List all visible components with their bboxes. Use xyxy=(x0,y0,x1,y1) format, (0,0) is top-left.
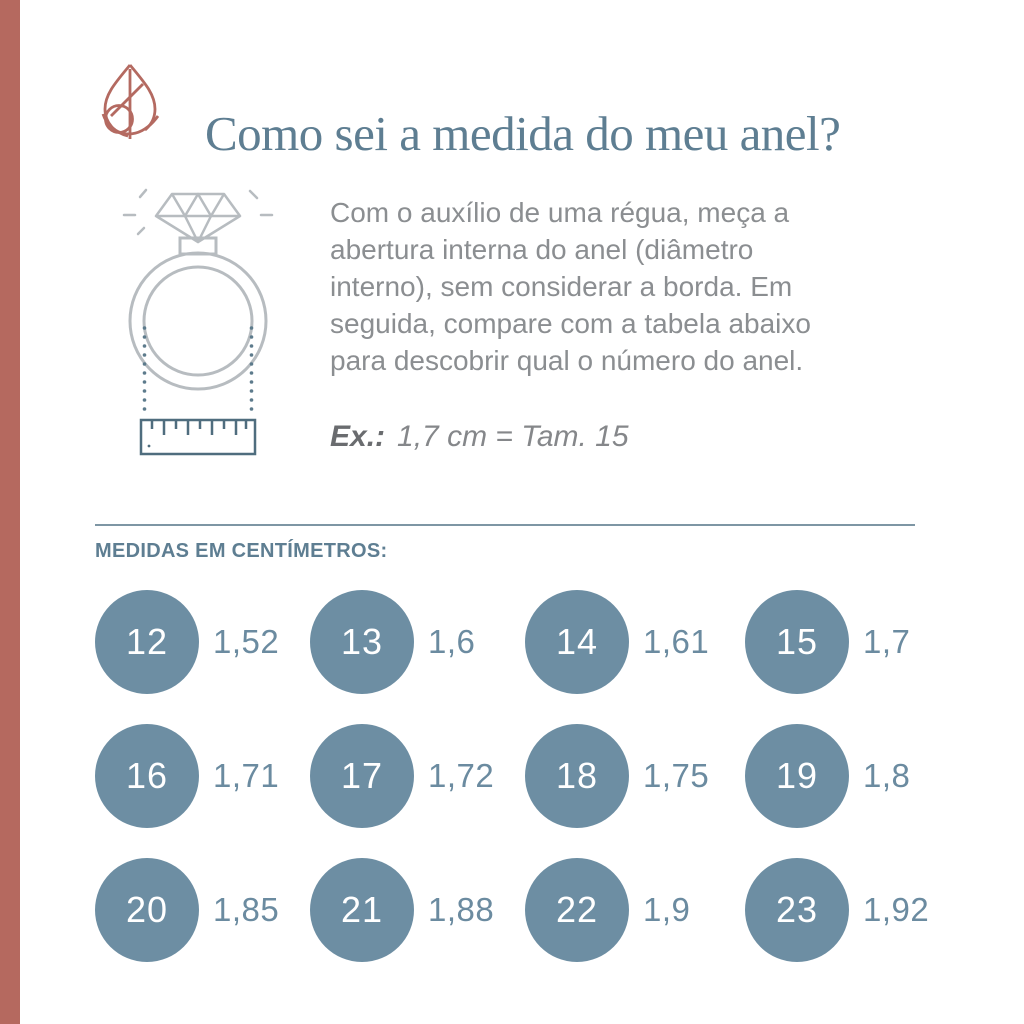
size-circle: 20 xyxy=(95,858,199,962)
size-entry: 18 1,75 xyxy=(525,724,745,828)
size-entry: 23 1,92 xyxy=(745,858,965,962)
example-value: 1,7 cm = Tam. 15 xyxy=(397,420,629,453)
ring-measurement-illustration xyxy=(122,188,274,456)
size-circle: 21 xyxy=(310,858,414,962)
size-entry: 19 1,8 xyxy=(745,724,965,828)
size-number: 22 xyxy=(555,889,599,930)
size-number: 20 xyxy=(125,889,169,930)
size-cm-value: 1,6 xyxy=(428,623,476,660)
example-line: Ex.: 1,7 cm = Tam. 15 xyxy=(330,420,629,454)
size-circle: 22 xyxy=(525,858,629,962)
size-number: 21 xyxy=(340,889,384,930)
size-number: 14 xyxy=(555,621,599,662)
size-cm-value: 1,61 xyxy=(643,623,710,660)
ruler-zero-mark xyxy=(147,444,151,448)
section-divider xyxy=(95,524,915,526)
size-cm-value: 1,92 xyxy=(863,891,930,928)
size-cm-value: 1,72 xyxy=(428,757,495,794)
size-circle: 18 xyxy=(525,724,629,828)
diamond-icon xyxy=(154,192,242,244)
ring-band-icon xyxy=(128,236,268,391)
size-circle: 17 xyxy=(310,724,414,828)
sizes-grid: 12 1,52 13 1,6 14 1,61 15 1,7 16 1,71 17… xyxy=(95,590,965,962)
brand-leaf-logo-icon xyxy=(101,64,160,139)
size-number: 23 xyxy=(775,889,819,930)
paragraph-line: abertura interna do anel (diâmetro xyxy=(330,234,754,265)
example-label: Ex.: xyxy=(330,420,386,453)
size-entry: 14 1,61 xyxy=(525,590,745,694)
paragraph-line: Com o auxílio de uma régua, meça a xyxy=(330,197,790,228)
size-circle: 15 xyxy=(745,590,849,694)
size-number: 15 xyxy=(775,621,819,662)
paragraph-line: interno), sem considerar a borda. Em xyxy=(330,271,793,302)
page-title: Como sei a medida do meu anel? xyxy=(205,105,841,161)
size-circle: 16 xyxy=(95,724,199,828)
logo-circle xyxy=(104,104,134,134)
size-cm-value: 1,85 xyxy=(213,891,280,928)
size-number: 19 xyxy=(775,755,819,796)
instructions-paragraph: Com o auxílio de uma régua, meça a abert… xyxy=(330,194,930,379)
ruler-icon xyxy=(139,418,257,456)
size-cm-value: 1,71 xyxy=(213,757,280,794)
size-circle: 19 xyxy=(745,724,849,828)
leaf-vein-line xyxy=(110,83,144,117)
size-circle: 13 xyxy=(310,590,414,694)
size-entry: 21 1,88 xyxy=(310,858,525,962)
size-cm-value: 1,7 xyxy=(863,623,911,660)
sizes-table-heading: MEDIDAS EM CENTÍMETROS: xyxy=(95,540,388,562)
size-number: 13 xyxy=(340,621,384,662)
size-cm-value: 1,9 xyxy=(643,891,691,928)
left-accent-bar xyxy=(0,0,20,1024)
sparkle-icons xyxy=(122,188,274,236)
size-cm-value: 1,75 xyxy=(643,757,710,794)
size-circle: 23 xyxy=(745,858,849,962)
size-number: 16 xyxy=(125,755,169,796)
dotted-measure-lines xyxy=(142,326,254,411)
paragraph-line: seguida, compare com a tabela abaixo xyxy=(330,308,811,339)
size-cm-value: 1,52 xyxy=(213,623,280,660)
size-entry: 12 1,52 xyxy=(95,590,310,694)
paragraph-line: para descobrir qual o número do anel. xyxy=(330,345,804,376)
size-circle: 14 xyxy=(525,590,629,694)
size-entry: 15 1,7 xyxy=(745,590,965,694)
size-number: 17 xyxy=(340,755,384,796)
size-entry: 17 1,72 xyxy=(310,724,525,828)
size-cm-value: 1,8 xyxy=(863,757,911,794)
size-entry: 13 1,6 xyxy=(310,590,525,694)
size-entry: 20 1,85 xyxy=(95,858,310,962)
size-entry: 16 1,71 xyxy=(95,724,310,828)
size-circle: 12 xyxy=(95,590,199,694)
size-number: 12 xyxy=(125,621,169,662)
size-cm-value: 1,88 xyxy=(428,891,495,928)
size-entry: 22 1,9 xyxy=(525,858,745,962)
size-number: 18 xyxy=(555,755,599,796)
